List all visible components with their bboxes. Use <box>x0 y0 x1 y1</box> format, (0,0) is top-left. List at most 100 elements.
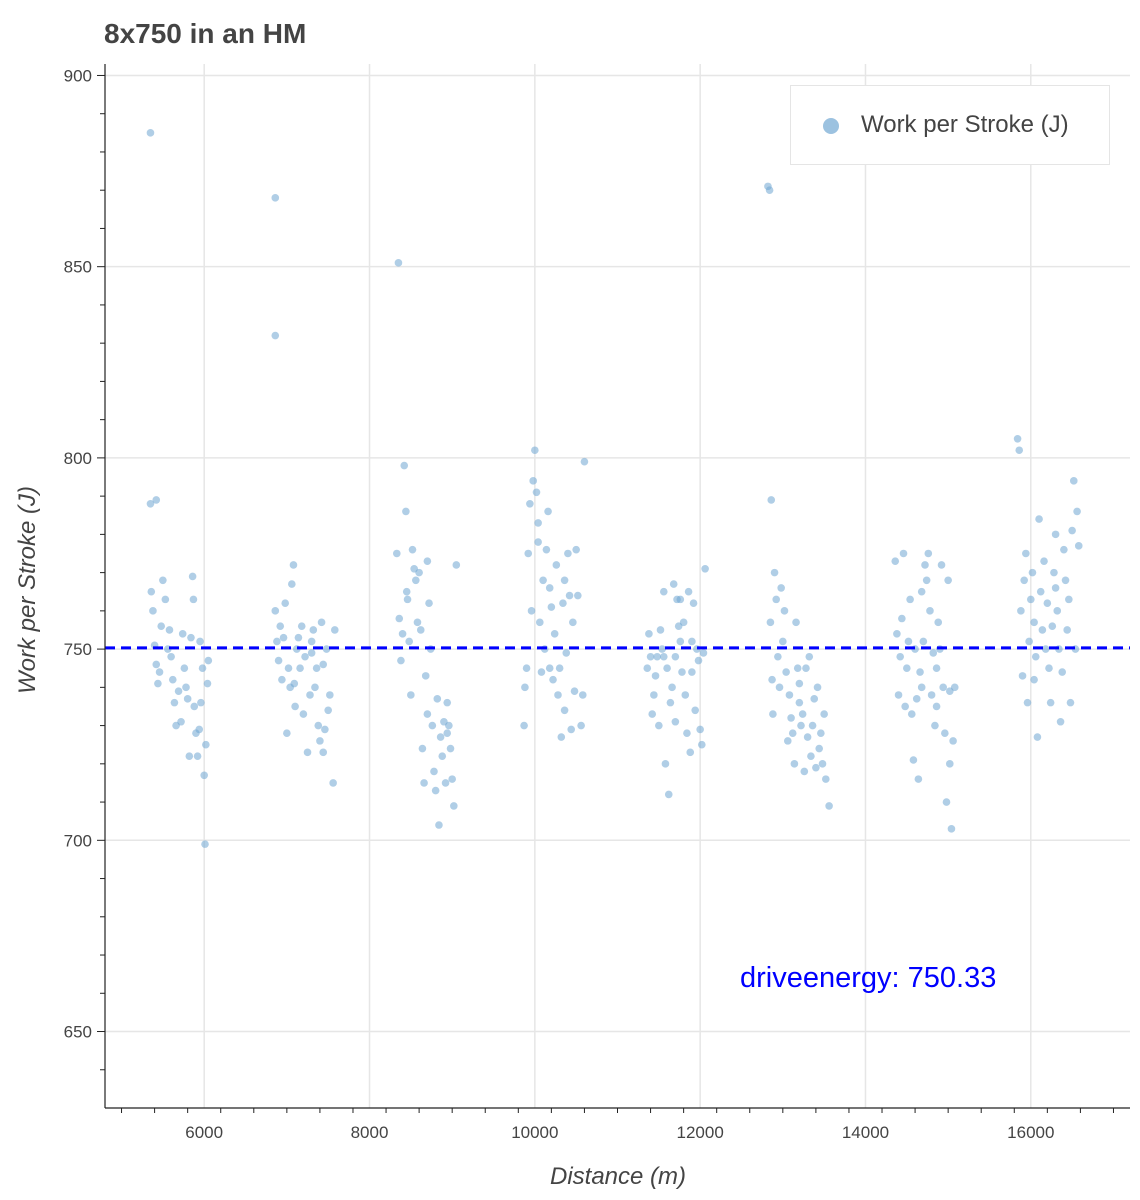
data-point <box>397 656 405 665</box>
data-point <box>666 698 675 707</box>
data-point <box>916 668 924 676</box>
data-point <box>198 664 207 673</box>
data-point <box>947 825 956 833</box>
data-point <box>901 702 909 711</box>
y-tick-label: 750 <box>64 640 92 659</box>
grid-lines <box>105 64 1130 1108</box>
data-point <box>1069 477 1078 485</box>
data-point <box>572 545 580 554</box>
data-point <box>329 779 337 787</box>
data-point <box>330 626 339 634</box>
data-point <box>767 496 776 504</box>
data-point <box>777 584 785 592</box>
data-point <box>527 607 536 615</box>
data-point <box>770 568 779 577</box>
data-point <box>309 626 318 634</box>
data-point <box>909 756 918 764</box>
data-point <box>820 710 828 718</box>
data-point <box>577 721 585 730</box>
data-point <box>1015 446 1024 455</box>
data-point <box>552 561 561 569</box>
data-point <box>939 683 947 692</box>
legend-marker-icon <box>823 118 839 134</box>
data-point <box>413 618 422 627</box>
y-tick-label: 850 <box>64 258 92 277</box>
data-point <box>567 725 576 734</box>
data-point <box>319 660 328 669</box>
data-point <box>766 618 775 627</box>
data-point <box>535 618 544 627</box>
data-point <box>564 549 572 558</box>
data-point <box>161 595 170 604</box>
data-point <box>316 737 324 745</box>
data-point <box>802 664 810 673</box>
data-point <box>200 771 208 780</box>
data-point <box>783 737 792 745</box>
data-point <box>430 767 438 776</box>
data-point <box>769 710 777 718</box>
data-point <box>443 729 452 738</box>
data-point <box>448 775 456 783</box>
data-point <box>167 652 175 661</box>
data-point <box>698 740 706 749</box>
data-point <box>1030 675 1038 684</box>
data-point <box>554 691 562 699</box>
data-point <box>1017 607 1025 615</box>
data-point <box>412 576 420 585</box>
data-point <box>793 664 802 673</box>
data-point <box>394 259 403 267</box>
data-point <box>945 760 954 768</box>
data-point <box>818 760 827 768</box>
data-point <box>190 702 199 711</box>
data-point <box>917 683 926 692</box>
data-point <box>807 752 815 760</box>
legend: Work per Stroke (J) <box>790 85 1110 165</box>
data-point <box>919 637 928 646</box>
data-point <box>560 576 569 585</box>
data-point <box>441 779 450 787</box>
data-point <box>808 721 817 730</box>
data-point <box>559 599 567 608</box>
data-point <box>927 691 936 699</box>
data-point <box>812 763 820 772</box>
data-point <box>202 740 210 749</box>
data-point <box>403 595 412 604</box>
data-point <box>436 733 445 741</box>
data-point <box>1074 542 1083 550</box>
data-point <box>950 683 959 692</box>
axes: 650 700 750 800 850 900 6000 8000 10000 12000 1400… <box>64 64 1130 1142</box>
data-point <box>408 545 417 554</box>
data-point <box>281 599 290 608</box>
data-point <box>395 614 404 623</box>
data-point <box>922 576 931 585</box>
data-point <box>899 549 908 558</box>
data-point <box>569 618 577 627</box>
y-tick-label: 900 <box>64 66 92 85</box>
data-point <box>178 630 187 638</box>
data-point <box>415 568 423 577</box>
data-point <box>921 561 929 569</box>
data-point <box>912 695 921 703</box>
data-point <box>324 706 332 715</box>
data-point <box>203 679 212 688</box>
data-point <box>676 637 685 646</box>
data-point <box>149 607 157 615</box>
data-point <box>180 664 189 673</box>
y-tick-label: 700 <box>64 831 92 850</box>
data-point <box>1063 626 1071 634</box>
data-point <box>1023 698 1032 707</box>
data-point <box>520 721 528 730</box>
data-point <box>656 626 665 634</box>
data-point <box>433 695 442 703</box>
data-point <box>155 668 164 676</box>
data-point <box>893 630 901 638</box>
data-point <box>177 717 185 726</box>
data-point <box>795 679 804 688</box>
data-point <box>278 675 286 684</box>
data-point <box>317 618 326 627</box>
data-point <box>669 580 678 588</box>
data-point <box>283 729 291 738</box>
x-tick-label: 12000 <box>677 1123 724 1142</box>
data-point <box>661 760 670 768</box>
y-axis-label: Work per Stroke (J) <box>14 486 41 694</box>
